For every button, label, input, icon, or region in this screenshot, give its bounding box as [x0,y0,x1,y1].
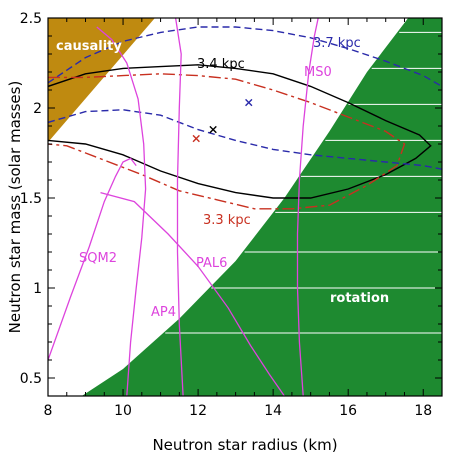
x-tick-label: 18 [414,403,432,419]
best-fit-marker [245,98,253,107]
eos-label-sqm2: SQM2 [79,251,117,266]
contour-label-3.7kpc: 3.7 kpc [313,36,361,51]
eos-label-ms0: MS0 [304,65,332,80]
rotation-label: rotation [330,291,389,306]
plot-frame [47,17,443,397]
causality-label: causality [56,39,122,54]
eos-curve-ms0 [296,18,319,396]
x-axis-label: Neutron star radius (km) [152,436,337,454]
eos-label-ap4: AP4 [151,305,176,320]
x-tick-label: 14 [264,403,282,419]
plot-area [48,18,442,396]
x-tick-label: 16 [339,403,357,419]
y-tick-label: 1.5 [20,191,42,207]
eos-curve-ap4 [96,26,147,396]
x-tick-label: 10 [114,403,132,419]
x-tick-label: 12 [189,403,207,419]
y-axis-label: Neutron star mass (solar masses) [6,81,24,334]
contour-3.4-kpc [48,64,432,199]
contour-label-3.3kpc: 3.3 kpc [203,213,251,228]
marker-stroke [192,134,200,143]
contour-3.7-kpc [48,109,442,170]
x-tick-label: 8 [44,403,53,419]
axes: 8 10 12 14 16 18 0.5 1 1.5 2 2.5 [20,11,443,419]
eos-curve-sqm2 [48,157,137,361]
y-tick-label: 2.5 [20,11,42,27]
eos-curve-pal6 [100,191,285,396]
eos-label-pal6: PAL6 [196,256,227,271]
contour-label-3.4kpc: 3.4 kpc [197,57,245,72]
best-fit-marker [209,125,217,134]
eos-curve-sqm [174,18,184,396]
contour-3.7-kpc [48,26,442,88]
rotation-region [81,18,442,396]
y-tick-label: 1 [33,281,42,297]
marker-stroke [245,98,253,107]
causality-region [48,18,155,143]
marker-stroke [209,125,217,134]
best-fit-marker [192,134,200,143]
y-tick-label: 2 [33,101,42,117]
y-tick-label: 0.5 [20,371,42,387]
contour-3.3-kpc [48,73,406,210]
